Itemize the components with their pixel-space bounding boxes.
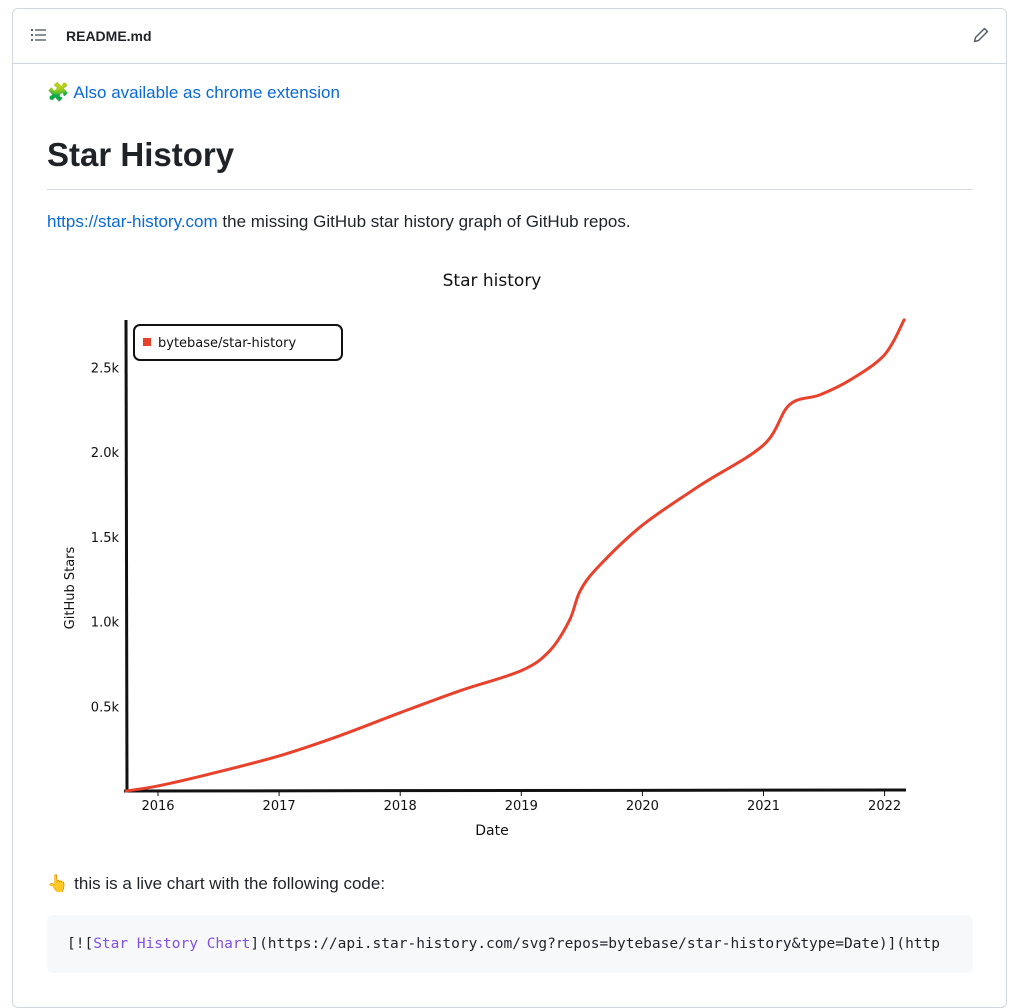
description: https://star-history.com the missing Git… (47, 212, 631, 232)
y-tick-label: 1.0k (91, 616, 120, 631)
chart-title: Star history (443, 271, 542, 291)
chrome-extension-label: Also available as chrome extension (73, 82, 340, 102)
pencil-icon[interactable] (972, 26, 990, 44)
description-text: the missing GitHub star history graph of… (217, 212, 631, 231)
legend: bytebase/star-history (133, 324, 343, 361)
list-unordered-icon[interactable] (31, 28, 47, 42)
y-axis (124, 319, 129, 793)
live-chart-note: 👆 this is a live chart with the followin… (47, 874, 385, 894)
code-block[interactable]: [![Star History Chart](https://api.star-… (47, 915, 973, 973)
legend-box (133, 324, 343, 361)
x-tick-label: 2021 (747, 799, 780, 814)
y-axis-label: GitHub Stars (63, 546, 78, 629)
x-axis-label: Date (475, 823, 508, 839)
x-tick-label: 2019 (505, 799, 538, 814)
star-history-chart[interactable]: Star history GitHub Stars Date 2016 2017 2… (0, 250, 1024, 860)
x-tick-label: 2016 (141, 799, 174, 814)
y-tick-label: 2.0k (91, 446, 120, 461)
x-tick-label: 2017 (263, 799, 296, 814)
y-tick-label: 2.5k (91, 361, 120, 376)
x-axis (123, 788, 907, 793)
x-tick-label: 2022 (868, 799, 901, 814)
file-header: README.md (13, 9, 1006, 64)
code-alt-text: Star History Chart (93, 936, 251, 952)
file-name: README.md (66, 28, 152, 44)
legend-swatch (143, 338, 151, 346)
x-tick-label: 2020 (626, 799, 659, 814)
chrome-extension-link[interactable]: 🧩 Also available as chrome extension (47, 82, 340, 103)
series-line-bytebase-star-history (124, 318, 906, 793)
x-tick-label: 2018 (384, 799, 417, 814)
pointing-up-icon: 👆 (47, 874, 69, 893)
legend-label: bytebase/star-history (158, 336, 296, 351)
puzzle-icon: 🧩 (47, 82, 70, 102)
title-divider (47, 189, 973, 190)
star-history-link[interactable]: https://star-history.com (47, 212, 218, 231)
page-title: Star History (47, 136, 235, 173)
y-tick-label: 0.5k (91, 700, 120, 715)
code-url: ](https://api.star-history.com/svg?repos… (250, 936, 940, 952)
y-tick-label: 1.5k (91, 531, 120, 546)
live-chart-text: this is a live chart with the following … (74, 874, 386, 893)
code-open: [![ (67, 936, 94, 952)
